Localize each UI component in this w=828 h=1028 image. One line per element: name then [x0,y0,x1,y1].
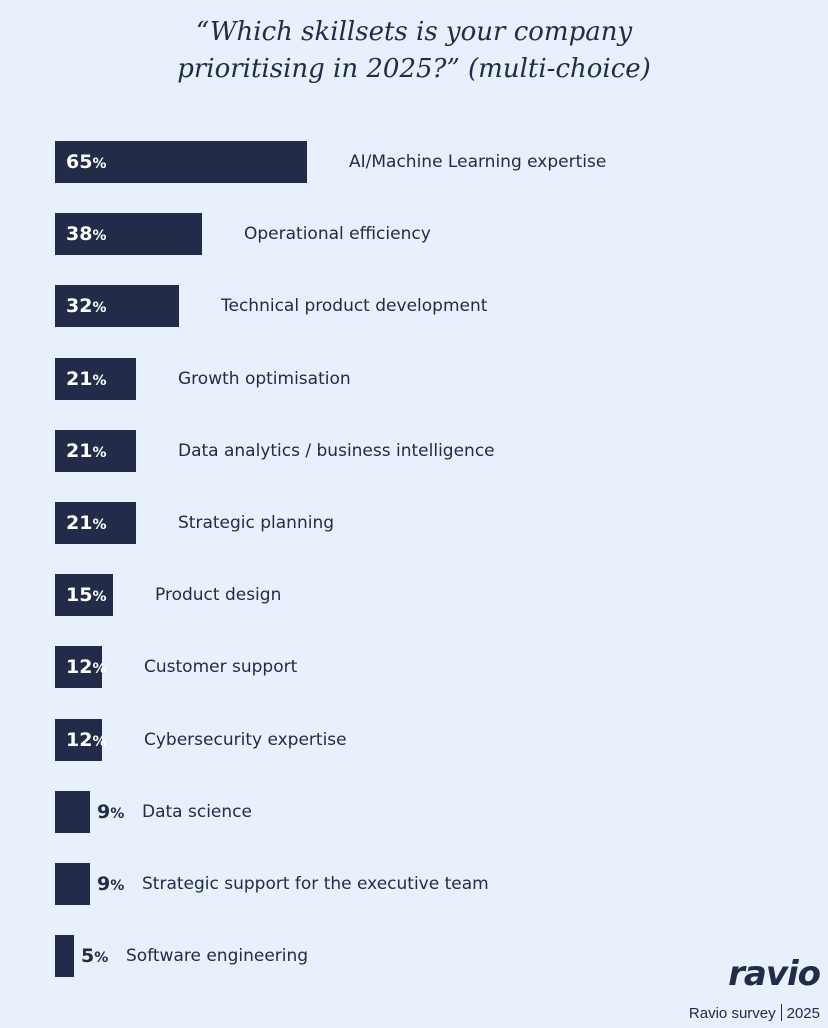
value-number: 15 [66,584,93,606]
value-number: 21 [66,368,93,390]
value-label-3: 32% [66,285,106,327]
value-label-1: 65% [66,141,106,183]
value-number: 9 [97,873,111,895]
chart-title: “Which skillsets is your company priorit… [0,14,828,88]
value-percent-sign: % [92,734,107,750]
value-percent-sign: % [110,806,125,822]
value-number: 32 [66,295,93,317]
bar-9 [55,719,102,761]
value-percent-sign: % [92,228,107,244]
bar-12 [55,935,74,977]
bar-3 [55,285,179,327]
value-percent-sign: % [92,300,107,316]
category-label-11: Strategic support for the executive team [142,874,489,894]
bar-11 [55,863,90,905]
value-number: 21 [66,440,93,462]
category-label-10: Data science [142,802,252,822]
chart-title-line-1: “Which skillsets is your company [195,17,633,47]
value-number: 5 [81,945,95,967]
value-label-8: 12% [66,646,106,688]
value-percent-sign: % [94,950,109,966]
ravio-logo: ravio [728,954,821,994]
value-percent-sign: % [92,589,107,605]
value-number: 12 [66,729,93,751]
category-label-2: Operational efficiency [244,224,431,244]
chart-title-line-2: prioritising in 2025?” (multi-choice) [177,54,651,84]
value-label-9: 12% [66,719,106,761]
value-label-12: 5% [81,935,108,977]
category-label-4: Growth optimisation [178,369,351,389]
source-note: Ravio survey 2025 [689,1004,820,1022]
category-label-1: AI/Machine Learning expertise [349,152,607,172]
value-percent-sign: % [92,661,107,677]
bar-10 [55,791,90,833]
category-label-5: Data analytics / business intelligence [178,441,495,461]
value-number: 21 [66,512,93,534]
category-label-12: Software engineering [126,946,309,966]
value-label-11: 9% [97,863,124,905]
value-percent-sign: % [92,445,107,461]
value-label-6: 21% [66,502,106,544]
bar-5 [55,430,136,472]
value-label-4: 21% [66,358,106,400]
bar-4 [55,358,136,400]
value-label-10: 9% [97,791,124,833]
value-number: 65 [66,151,93,173]
source-year: 2025 [786,1005,820,1022]
bar-1 [55,141,307,183]
value-label-2: 38% [66,213,106,255]
bar-8 [55,646,102,688]
category-label-7: Product design [155,585,282,605]
value-number: 9 [97,801,111,823]
value-number: 38 [66,223,93,245]
category-label-9: Cybersecurity expertise [144,730,347,750]
source-divider [780,1004,782,1021]
bar-6 [55,502,136,544]
value-number: 12 [66,656,93,678]
value-percent-sign: % [110,878,125,894]
value-percent-sign: % [92,373,107,389]
bar-2 [55,213,202,255]
value-percent-sign: % [92,156,107,172]
category-label-8: Customer support [144,657,298,677]
bar-7 [55,574,113,616]
value-percent-sign: % [92,517,107,533]
source-label: Ravio survey [688,1005,776,1022]
value-label-5: 21% [66,430,106,472]
value-label-7: 15% [66,574,106,616]
category-label-3: Technical product development [221,296,488,316]
category-label-6: Strategic planning [178,513,335,533]
